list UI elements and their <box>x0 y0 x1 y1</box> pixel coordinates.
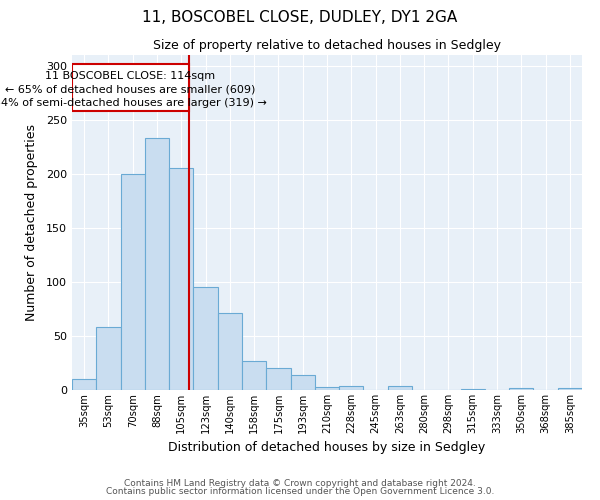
Bar <box>72 379 96 390</box>
Bar <box>169 168 193 390</box>
Bar <box>388 386 412 390</box>
Bar <box>72 64 188 111</box>
Text: 34% of semi-detached houses are larger (319) →: 34% of semi-detached houses are larger (… <box>0 98 267 108</box>
X-axis label: Distribution of detached houses by size in Sedgley: Distribution of detached houses by size … <box>169 442 485 454</box>
Text: Contains public sector information licensed under the Open Government Licence 3.: Contains public sector information licen… <box>106 487 494 496</box>
Bar <box>96 328 121 390</box>
Bar <box>145 138 169 390</box>
Text: 11, BOSCOBEL CLOSE, DUDLEY, DY1 2GA: 11, BOSCOBEL CLOSE, DUDLEY, DY1 2GA <box>142 10 458 25</box>
Bar <box>242 361 266 390</box>
Title: Size of property relative to detached houses in Sedgley: Size of property relative to detached ho… <box>153 40 501 52</box>
Bar <box>290 375 315 390</box>
Bar <box>121 174 145 390</box>
Y-axis label: Number of detached properties: Number of detached properties <box>25 124 38 321</box>
Bar <box>461 389 485 390</box>
Text: ← 65% of detached houses are smaller (609): ← 65% of detached houses are smaller (60… <box>5 85 256 95</box>
Bar <box>315 387 339 390</box>
Bar <box>558 388 582 390</box>
Text: 11 BOSCOBEL CLOSE: 114sqm: 11 BOSCOBEL CLOSE: 114sqm <box>45 71 215 81</box>
Text: Contains HM Land Registry data © Crown copyright and database right 2024.: Contains HM Land Registry data © Crown c… <box>124 478 476 488</box>
Bar <box>509 388 533 390</box>
Bar <box>266 368 290 390</box>
Bar <box>339 386 364 390</box>
Bar <box>193 288 218 390</box>
Bar <box>218 314 242 390</box>
